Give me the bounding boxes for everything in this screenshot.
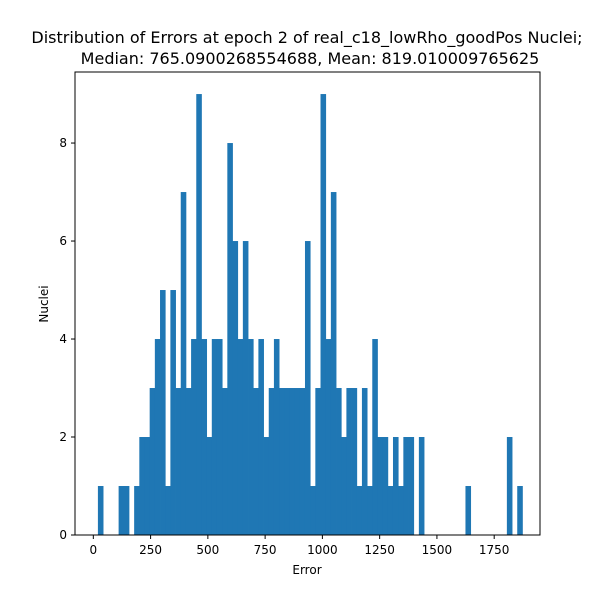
histogram-bar: [191, 339, 197, 535]
histogram-bar: [134, 486, 140, 535]
histogram-bar: [237, 339, 244, 535]
histogram-bar: [144, 437, 151, 535]
chart-title-line-1: Distribution of Errors at epoch 2 of rea…: [31, 28, 582, 48]
histogram-bar: [304, 241, 311, 536]
x-tick-label: 500: [196, 543, 219, 557]
histogram-bar: [211, 339, 218, 535]
y-axis-label: Nuclei: [37, 285, 51, 322]
histogram-bar: [196, 94, 202, 536]
histogram-bar: [97, 486, 104, 535]
y-tick-label: 6: [59, 234, 67, 248]
histogram-bar: [258, 339, 264, 535]
histogram-bar: [160, 290, 166, 535]
histogram-bar: [351, 388, 358, 535]
histogram-bar: [222, 388, 228, 535]
histogram-bar: [294, 388, 301, 535]
histogram-bar: [330, 192, 337, 535]
histogram-bar: [382, 437, 389, 535]
histogram-bar: [201, 339, 208, 535]
histogram-bar: [216, 339, 223, 535]
histogram-bar: [279, 388, 285, 535]
histogram-bar: [149, 388, 156, 535]
histogram-bar: [248, 339, 254, 535]
histogram-bar: [175, 388, 182, 535]
histogram-bar: [139, 437, 145, 535]
histogram-bar: [346, 388, 352, 535]
histogram-bar: [289, 388, 296, 535]
x-tick-label: 250: [139, 543, 162, 557]
histogram-bar: [253, 388, 259, 535]
x-tick-label: 1000: [307, 543, 338, 557]
histogram-bar: [206, 437, 213, 535]
histogram-bar: [398, 486, 404, 535]
histogram-bar: [387, 486, 394, 535]
histogram-bar: [377, 437, 384, 535]
x-tick-label: 1500: [422, 543, 453, 557]
histogram-bar: [418, 437, 425, 535]
histogram-bar: [227, 143, 233, 535]
histogram-bar: [242, 241, 249, 536]
x-tick-label: 750: [254, 543, 277, 557]
histogram-bar: [336, 388, 342, 535]
histogram-bar: [372, 339, 378, 535]
histogram-bar: [356, 486, 363, 535]
histogram-bar: [273, 339, 280, 535]
y-tick-label: 4: [59, 332, 67, 346]
x-tick-label: 0: [90, 543, 98, 557]
y-tick-label: 0: [59, 528, 67, 542]
y-tick-label: 2: [59, 430, 67, 444]
histogram-bar: [361, 388, 368, 535]
x-axis-ticks: 0 250 500 750 1000 1250 1500 1750: [90, 535, 510, 557]
histogram-bar: [315, 388, 321, 535]
histogram-bar: [320, 94, 327, 536]
histogram-bar: [506, 437, 513, 535]
histogram-bar: [392, 437, 399, 535]
histogram-bar: [185, 388, 192, 535]
histogram-bar: [299, 388, 306, 535]
histogram-bar: [263, 437, 270, 535]
chart-title-line-2: Median: 765.0900268554688, Mean: 819.010…: [81, 49, 540, 68]
histogram-bar: [268, 388, 275, 535]
histogram-bar: [310, 486, 316, 535]
histogram-bar: [465, 486, 472, 535]
x-tick-label: 1750: [479, 543, 510, 557]
histogram-bar: [517, 486, 523, 535]
histogram-bar: [154, 339, 161, 535]
x-axis-label: Error: [292, 563, 321, 577]
histogram-bar: [341, 437, 347, 535]
histogram-bar: [325, 339, 332, 535]
histogram-bar: [232, 241, 239, 536]
x-tick-label: 1250: [364, 543, 395, 557]
y-axis-ticks: 0 2 4 6 8: [59, 136, 75, 542]
histogram-bar: [123, 486, 130, 535]
histogram-bar: [170, 290, 176, 535]
histogram-bar: [284, 388, 290, 535]
histogram-bar: [367, 486, 373, 535]
histogram-bar: [165, 486, 171, 535]
histogram-bar: [118, 486, 125, 535]
histogram-bar: [180, 192, 187, 535]
histogram-bar: [403, 437, 409, 535]
plot-frame: [74, 71, 541, 536]
y-tick-label: 8: [59, 136, 67, 150]
histogram-bars: [97, 94, 523, 536]
histogram-bar: [408, 437, 415, 535]
